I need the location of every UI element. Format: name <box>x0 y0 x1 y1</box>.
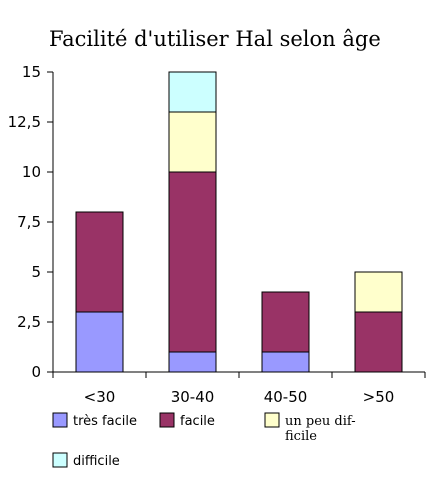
legend-label: facile <box>180 414 215 429</box>
legend-swatch <box>52 452 68 468</box>
x-tick-label: <30 <box>84 388 116 406</box>
legend: très facile facile un peu dif-ficile diffic… <box>52 412 356 469</box>
legend-label: ficile <box>285 429 317 444</box>
bar-segment <box>261 291 310 353</box>
bar-segment <box>168 71 217 113</box>
bar-segment <box>354 271 403 313</box>
chart-title: Facilité d'utiliser Hal selon âge <box>49 27 381 51</box>
legend-label: très facile <box>73 414 137 429</box>
plot-area: 0 2,5 5 7,5 10 12,5 15 <30 30-40 40-50 >50 <box>8 63 426 406</box>
legend-label: un peu dif- <box>285 414 356 429</box>
y-tick-label: 7,5 <box>17 213 41 231</box>
legend-swatch <box>264 412 280 428</box>
bar-segment <box>75 311 124 373</box>
legend-label: difficile <box>73 454 120 469</box>
y-tick-label: 10 <box>22 163 41 181</box>
x-tick-label: >50 <box>363 388 395 406</box>
y-tick-label: 0 <box>31 363 41 381</box>
x-tick-label: 30-40 <box>171 388 215 406</box>
bar-segment <box>168 111 217 173</box>
x-tick-label: 40-50 <box>264 388 308 406</box>
bar-segment <box>261 351 310 373</box>
legend-swatch <box>159 412 175 428</box>
bar-segment <box>168 351 217 373</box>
y-tick-label: 2,5 <box>17 313 41 331</box>
legend-swatch <box>52 412 68 428</box>
y-tick-label: 15 <box>22 63 41 81</box>
y-tick-label: 5 <box>31 263 41 281</box>
bar-segment <box>75 211 124 313</box>
bar-segment <box>354 311 403 373</box>
bar-segment <box>168 171 217 353</box>
y-tick-label: 12,5 <box>8 113 41 131</box>
